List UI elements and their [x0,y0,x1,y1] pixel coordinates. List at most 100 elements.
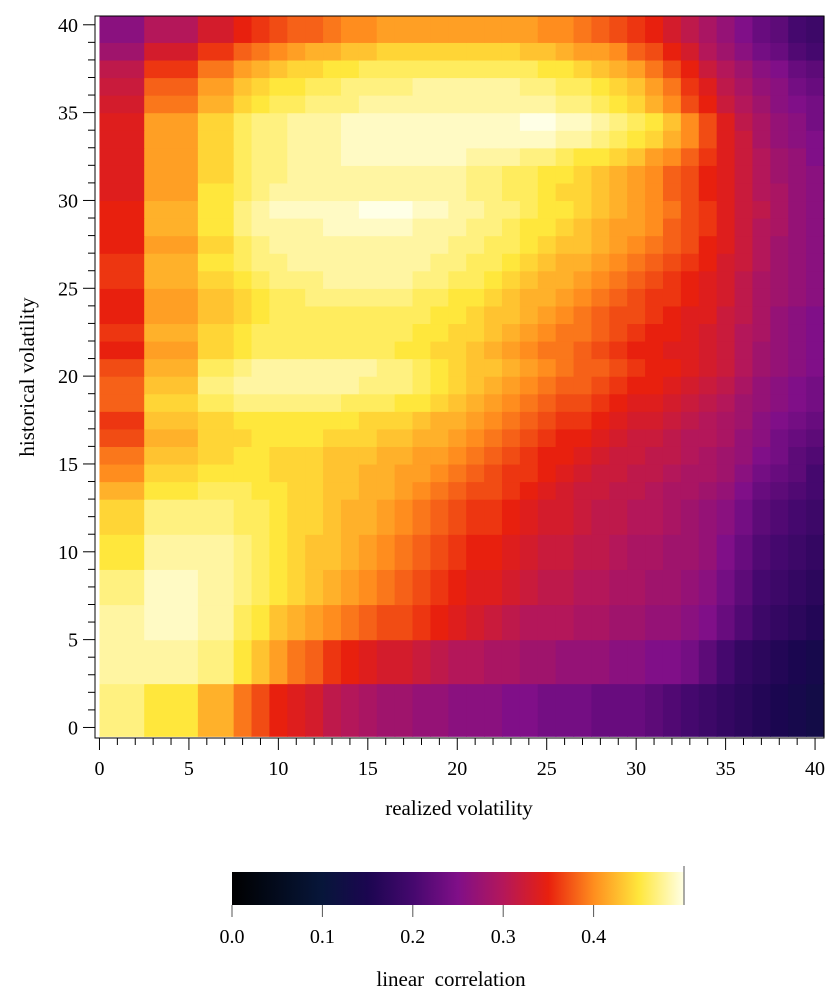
heatmap-cell [448,358,467,377]
heatmap-cell [144,446,199,465]
heatmap-cell [501,270,521,289]
heatmap-cell [734,323,754,342]
heatmap-cell [484,569,503,606]
heatmap-cell [788,639,807,685]
heatmap-cell [770,481,789,500]
heatmap-cell [448,481,467,500]
heatmap-cell [269,165,288,184]
heatmap-cell [340,16,360,43]
heatmap-cell [144,165,199,184]
heatmap-cell [573,639,593,685]
heatmap-cell [358,165,378,184]
heatmap-cell [340,270,360,289]
heatmap-cell [448,42,467,61]
heatmap-cell [430,481,449,500]
x-tick-label: 0 [94,758,104,780]
heatmap-cell [555,59,575,79]
heatmap-cell [197,683,235,737]
heatmap-cell [537,446,557,465]
heatmap-cell [376,235,396,254]
heatmap-cell [519,147,539,166]
heatmap-cell [770,499,789,535]
heatmap-cell [555,358,575,377]
heatmap-cell [501,358,521,377]
heatmap-cell [662,147,682,166]
heatmap-cell [323,218,342,237]
heatmap-cell [770,182,789,202]
heatmap-cell [233,165,253,184]
heatmap-cell [394,218,414,237]
heatmap-cell [609,42,628,61]
heatmap-cell [770,112,789,131]
heatmap-cell [662,393,682,412]
heatmap-cell [448,270,467,289]
heatmap-cell [340,340,360,360]
heatmap-cell [555,182,575,202]
heatmap-cell [269,253,288,272]
heatmap-cell [233,499,253,535]
heatmap-cell [466,428,485,447]
heatmap-cell [591,165,610,184]
heatmap-cell [806,165,825,184]
heatmap-cell [806,499,825,535]
heatmap-cell [591,253,610,272]
heatmap-cell [448,446,467,465]
heatmap-cell [806,218,825,237]
heatmap-cell [519,534,539,570]
heatmap-cell [698,358,718,377]
heatmap-cell [412,305,432,325]
heatmap-cell [484,288,503,307]
x-tick-label: 15 [358,758,378,780]
heatmap-cell [340,77,360,96]
y-tick-label: 5 [68,630,78,652]
heatmap-cell [430,340,449,360]
heatmap-cell [609,428,628,447]
heatmap-cell [233,604,253,641]
heatmap-cell [448,534,467,570]
heatmap-cell [340,288,360,307]
heatmap-cell [233,305,253,325]
heatmap-cell [144,182,199,202]
heatmap-cell [662,182,682,202]
heatmap-cell [376,393,396,412]
heatmap-cell [287,323,306,342]
heatmap-cell [680,481,700,500]
heatmap-cell [806,534,825,570]
heatmap-cell [734,235,754,254]
heatmap-cell [251,569,271,606]
heatmap-cell [734,534,754,570]
heatmap-cell [501,534,521,570]
heatmap-cell [573,323,593,342]
heatmap-cell [645,182,664,202]
heatmap-cell [645,393,664,412]
heatmap-cell [645,235,664,254]
heatmap-cell [430,235,449,254]
heatmap-cell [519,182,539,202]
heatmap-cell [734,340,754,360]
heatmap-cell [448,200,467,219]
heatmap-cell [197,534,235,570]
heatmap-cell [394,604,414,641]
heatmap-cell [340,569,360,606]
heatmap-cell [394,639,414,685]
heatmap-cell [716,604,736,641]
heatmap-cell [537,683,557,737]
heatmap-cell [770,130,789,149]
heatmap-cell [770,323,789,342]
heatmap-cell [609,499,628,535]
heatmap-cell [376,481,396,500]
heatmap-cell [305,569,324,606]
heatmap-cell [609,481,628,500]
heatmap-cell [412,376,432,395]
heatmap-cell [144,95,199,114]
heatmap-cell [99,340,145,360]
heatmap-cell [716,305,736,325]
heatmap-cell [555,683,575,737]
heatmap-cell [698,305,718,325]
heatmap-cell [770,165,789,184]
heatmap-cell [466,411,485,430]
heatmap-cell [662,270,682,289]
heatmap-cell [770,235,789,254]
heatmap-cell [287,112,306,131]
heatmap-cell [591,112,610,131]
